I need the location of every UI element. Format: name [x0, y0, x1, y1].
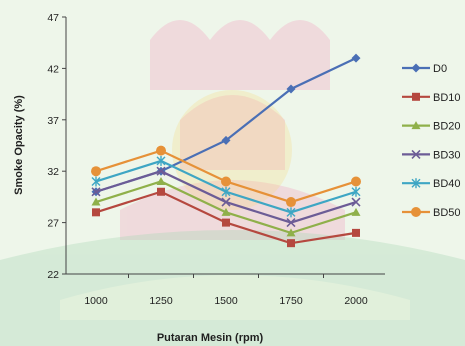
data-point: [91, 197, 101, 206]
legend-label: BD30: [433, 149, 461, 161]
legend-marker: [411, 178, 421, 189]
data-point: [351, 197, 361, 207]
marker-stroke: [221, 197, 231, 207]
marker-stroke: [411, 149, 421, 159]
series-bd20: [91, 176, 361, 237]
data-point: [92, 208, 100, 217]
legend-item: BD50: [402, 207, 461, 219]
legend-marker: [411, 207, 421, 217]
series-line: [95, 159, 357, 214]
legend-label: D0: [433, 63, 447, 75]
y-tick-label: 42: [47, 63, 59, 75]
legend-item: BD40: [402, 178, 461, 190]
data-point: [286, 207, 296, 218]
data-point: [286, 197, 296, 208]
legend-item: BD30: [402, 149, 461, 161]
series-line: [95, 190, 357, 245]
data-point: [352, 228, 360, 237]
data-point: [222, 218, 230, 227]
data-point: [286, 228, 296, 237]
legend: D0 BD10 BD20 BD30 BD40 BD50: [402, 63, 461, 219]
series-d0: [91, 53, 361, 197]
data-point: [286, 84, 296, 94]
series-bd10: [92, 187, 360, 248]
x-tick-label: 1000: [84, 295, 108, 307]
y-axis-title-group: Smoke Opacity (%): [13, 95, 25, 195]
data-point: [156, 155, 166, 166]
data-point: [351, 176, 361, 187]
x-tick-label: 1750: [279, 295, 303, 307]
data-point: [221, 186, 231, 197]
data-point: [221, 197, 231, 207]
axes: 22 27 32 37 42 47 1000 1250 1500 1750 2000: [47, 12, 385, 307]
data-point: [157, 187, 165, 196]
legend-label: BD40: [433, 178, 461, 190]
data-point: [351, 186, 361, 197]
marker-stroke: [351, 197, 361, 207]
data-point: [221, 176, 231, 187]
y-axis-title: Smoke Opacity (%): [13, 95, 25, 195]
y-tick-label: 27: [47, 218, 59, 230]
data-point: [91, 176, 101, 187]
series-bd30: [91, 166, 361, 228]
data-point: [91, 187, 101, 197]
data-point: [156, 166, 166, 176]
legend-marker: [411, 63, 421, 73]
marker-stroke: [286, 218, 296, 228]
x-tick-label: 1500: [214, 295, 238, 307]
legend-item: BD20: [402, 121, 461, 133]
x-tick-label: 1250: [149, 295, 173, 307]
y-tick-label: 32: [47, 166, 59, 178]
data-point: [221, 207, 231, 216]
series-bd50: [91, 145, 361, 208]
data-point: [91, 166, 101, 177]
legend-item: D0: [402, 63, 447, 75]
data-point: [156, 145, 166, 156]
legend-marker: [411, 149, 421, 159]
legend-marker: [412, 92, 420, 101]
legend-item: BD10: [402, 92, 461, 104]
y-tick-label: 37: [47, 115, 59, 127]
data-point: [156, 176, 166, 185]
marker-stroke: [91, 187, 101, 197]
data-point: [351, 53, 361, 63]
legend-label: BD20: [433, 121, 461, 133]
y-tick-label: 47: [47, 12, 59, 24]
series-bd40: [91, 155, 361, 218]
legend-label: BD10: [433, 92, 461, 104]
data-point: [286, 218, 296, 228]
legend-marker: [411, 121, 421, 130]
legend-label: BD50: [433, 207, 461, 219]
series-line: [95, 57, 357, 193]
data-point: [351, 207, 361, 216]
data-point: [287, 239, 295, 248]
data-point: [221, 135, 231, 145]
y-tick-label: 22: [47, 269, 59, 281]
series-layer: [91, 53, 361, 248]
marker-stroke: [156, 166, 166, 176]
x-axis-title: Putaran Mesin (rpm): [157, 332, 264, 344]
x-tick-label: 2000: [344, 295, 368, 307]
